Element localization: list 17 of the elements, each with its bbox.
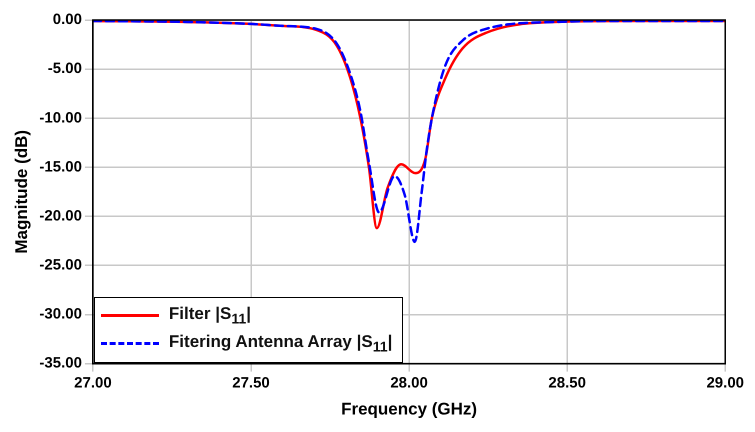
y-tick-label: -20.00 <box>39 207 82 224</box>
x-tick-label: 28.50 <box>548 374 586 392</box>
y-tick-label: -5.00 <box>48 60 82 78</box>
x-tick-label: 27.50 <box>232 374 270 392</box>
x-tick-label: 27.00 <box>74 374 112 392</box>
y-tick-label: -10.00 <box>39 109 82 126</box>
y-axis-title: Magnitude (dB) <box>12 130 31 254</box>
y-tick-label: -15.00 <box>39 158 82 176</box>
legend-label: Fitering Antenna Array |S$_{11}$| <box>168 332 392 356</box>
x-axis-title: Frequency (GHz) <box>341 399 478 418</box>
y-tick-label: -25.00 <box>39 256 82 274</box>
y-tick-label: -35.00 <box>39 354 82 372</box>
y-tick-label: 0.00 <box>52 11 82 28</box>
legend-label: Filter |S$_{11}$| <box>168 304 252 328</box>
y-tick-label: -30.00 <box>39 306 82 323</box>
x-tick-label: 28.00 <box>390 374 428 392</box>
x-tick-label: 29.00 <box>706 374 744 392</box>
